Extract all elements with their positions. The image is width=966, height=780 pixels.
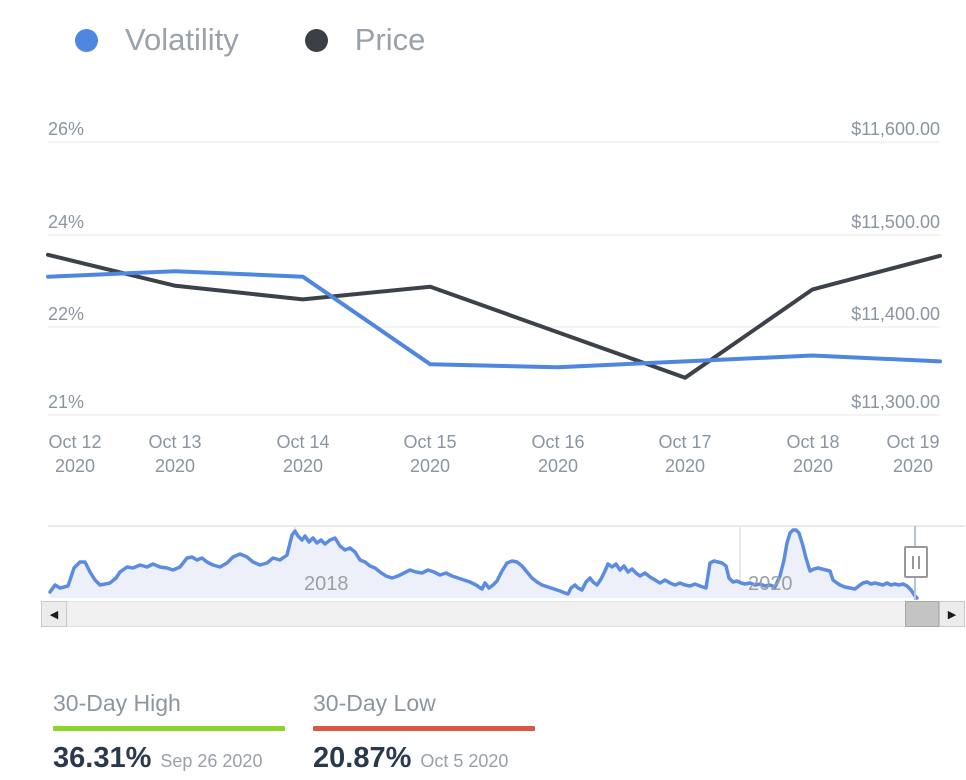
chart-canvas[interactable] — [0, 0, 966, 640]
navigator-year-label-2018: 2018 — [304, 573, 349, 595]
volatility-line[interactable] — [46, 269, 942, 370]
x-axis-label: Oct 18 2020 — [786, 432, 840, 476]
navigator-year-label-2020: 2020 — [748, 573, 793, 595]
x-axis-label: Oct 14 2020 — [276, 432, 330, 476]
handle-grip-icon — [918, 555, 920, 569]
stat-low-value: 20.87% — [313, 742, 412, 774]
volatility-legend-dot-icon — [75, 28, 98, 52]
right-arrow-icon: ▶ — [947, 608, 957, 621]
price-legend-dot-icon — [304, 28, 328, 52]
stat-high-value: 36.31% — [53, 742, 152, 774]
scrollbar-thumb[interactable] — [905, 601, 939, 627]
right-axis-tick: $11,400.00 — [851, 304, 940, 324]
stat-low-date: Oct 5 2020 — [420, 751, 509, 771]
stat-high-underline — [53, 726, 285, 731]
navigator-sparkline[interactable] — [48, 528, 919, 600]
stat-30-day-high: 30-Day High 36.31% Sep 26 2020 — [53, 690, 285, 775]
stat-low-label: 30-Day Low — [313, 690, 436, 716]
right-axis-tick: $11,500.00 — [851, 212, 940, 232]
stat-low-underline — [313, 726, 535, 731]
left-axis-tick: 22% — [48, 304, 85, 324]
stat-high-date: Sep 26 2020 — [160, 751, 263, 771]
gridlines — [48, 141, 940, 416]
legend-label-volatility: Volatility — [125, 22, 239, 57]
price-line[interactable] — [46, 252, 942, 380]
stats-section: 30-Day High 36.31% Sep 26 2020 30-Day Lo… — [53, 690, 535, 775]
navigator-resize-handle[interactable] — [904, 546, 928, 578]
scrollbar-track[interactable] — [41, 601, 965, 627]
handle-grip-icon — [912, 555, 914, 569]
legend-item-price[interactable]: Price — [304, 22, 426, 58]
left-axis-tick: 26% — [48, 119, 85, 139]
x-axis-label: Oct 16 2020 — [531, 432, 585, 476]
x-axis-label: Oct 19 2020 — [886, 432, 940, 476]
stat-high-label: 30-Day High — [53, 690, 181, 716]
x-axis-label: Oct 15 2020 — [403, 432, 457, 476]
legend-label-price: Price — [354, 22, 426, 57]
scrollbar-right-button[interactable]: ▶ — [939, 601, 965, 627]
left-axis-tick: 21% — [48, 392, 85, 412]
x-axis-label: Oct 12 2020 — [48, 432, 102, 476]
left-axis-tick: 24% — [48, 212, 85, 232]
scrollbar-left-button[interactable]: ◀ — [41, 601, 67, 627]
left-arrow-icon: ◀ — [49, 608, 59, 621]
navigator-area-fill — [50, 530, 917, 598]
right-axis-tick: $11,600.00 — [851, 119, 940, 139]
right-axis-tick: $11,300.00 — [851, 392, 940, 412]
x-axis-label: Oct 13 2020 — [148, 432, 202, 476]
chart-legend: Volatility Price — [75, 22, 425, 58]
x-axis-label: Oct 17 2020 — [658, 432, 712, 476]
stat-30-day-low: 30-Day Low 20.87% Oct 5 2020 — [313, 690, 535, 775]
legend-item-volatility[interactable]: Volatility — [75, 22, 239, 58]
